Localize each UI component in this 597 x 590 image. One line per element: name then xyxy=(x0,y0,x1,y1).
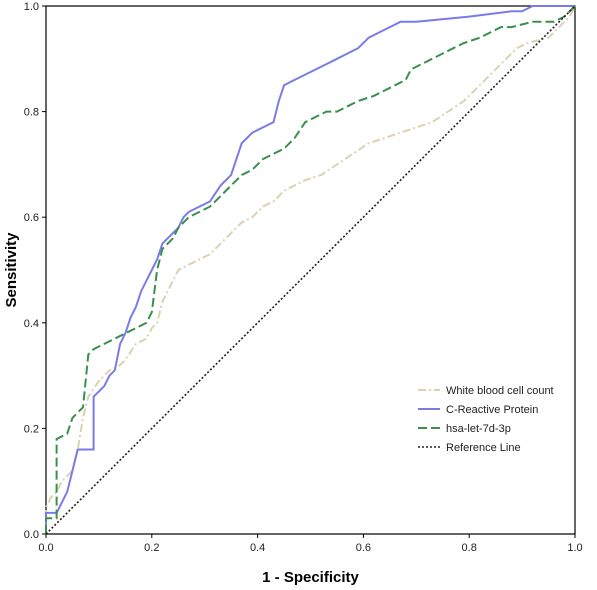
x-tick-label: 0.8 xyxy=(462,542,477,554)
legend-label: hsa-let-7d-3p xyxy=(446,423,511,435)
x-tick-label: 1.0 xyxy=(567,542,582,554)
y-tick-label: 1.0 xyxy=(24,1,39,13)
legend-label: C-Reactive Protein xyxy=(446,404,538,416)
x-tick-label: 0.4 xyxy=(250,542,265,554)
x-tick-label: 0.0 xyxy=(38,542,53,554)
legend-label: Reference Line xyxy=(446,442,521,454)
series-line-reference-line xyxy=(45,5,576,535)
y-tick-label: 0.6 xyxy=(24,212,39,224)
legend-label: White blood cell count xyxy=(446,385,554,397)
y-tick-label: 0.0 xyxy=(24,529,39,541)
legend: White blood cell count C-Reactive Protein… xyxy=(418,385,554,454)
x-tick-label: 0.2 xyxy=(144,542,159,554)
series-line-c-reactive-protein xyxy=(45,5,575,534)
series-line-white-blood-cell-count xyxy=(45,5,576,534)
y-tick-label: 0.8 xyxy=(24,107,39,119)
y-axis-title: Sensitivity xyxy=(3,232,20,308)
x-axis-title: 1 - Specificity xyxy=(262,569,359,586)
y-tick-label: 0.4 xyxy=(24,318,39,330)
x-tick-label: 0.6 xyxy=(356,542,371,554)
y-tick-label: 0.2 xyxy=(24,423,39,435)
series-line-hsa-let-7d-3p xyxy=(45,5,576,534)
